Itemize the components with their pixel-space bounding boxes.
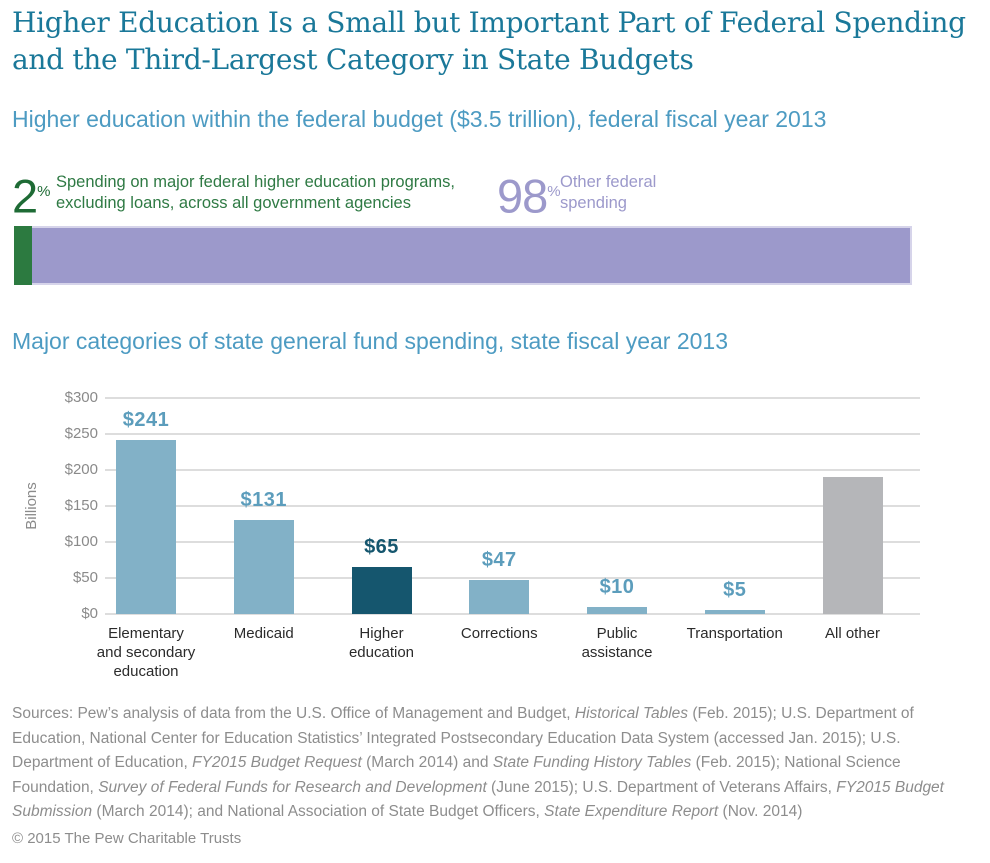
bar-elementary-and-secondary-education (116, 440, 176, 614)
gridline-100 (105, 541, 920, 543)
x-axis-label-transportation: Transportation (670, 624, 800, 643)
x-axis-label-higher-education: Higher education (317, 624, 447, 662)
x-axis-label-corrections: Corrections (434, 624, 564, 643)
purple-percent-number: 98 (497, 169, 548, 223)
x-axis-label-line: Elementary (108, 625, 184, 642)
sources-text: Sources: Pew’s analysis of data from the… (12, 702, 984, 825)
x-axis-label-public-assistance: Public assistance (552, 624, 682, 662)
gridline-50 (105, 577, 920, 579)
green-percent-sign: % (37, 183, 51, 200)
federal-chart-title: Higher education within the federal budg… (12, 106, 827, 132)
source-title-italic: Historical Tables (574, 705, 689, 722)
source-text-segment: (March 2014); and National Association o… (92, 803, 545, 820)
x-axis-label-line: and secondary (96, 644, 196, 661)
y-tick-label-50: $50 (72, 569, 98, 586)
federal-legend-green-value: 2% (12, 169, 50, 220)
bar-public-assistance (587, 606, 647, 614)
federal-legend-purple-label: Other federal spending (560, 173, 657, 212)
federal-stacked-bar (14, 226, 912, 285)
bar-value-label-transportation: $5 (723, 579, 747, 602)
bar-value-label-public-assistance: $10 (599, 575, 635, 598)
x-axis-label-elementary-and-secondary-education: Elementary and secondary education (81, 624, 211, 681)
source-title-italic: Survey of Federal Funds for Research and… (98, 778, 487, 796)
copyright-text: © 2015 The Pew Charitable Trusts (12, 830, 242, 847)
gridline-200 (105, 469, 920, 471)
y-tick-label-100: $100 (64, 533, 98, 550)
bar-corrections (469, 580, 530, 614)
x-axis-label-line: Public (596, 625, 638, 642)
bar-value-label-higher-education: $65 (364, 536, 399, 559)
source-text-segment: Sources: Pew’s analysis of data from the… (12, 705, 575, 722)
source-title-italic: State Expenditure Report (544, 803, 719, 820)
bar-value-label-elementary-and-secondary-education: $241 (122, 409, 170, 432)
x-axis-label-line: Medicaid (233, 625, 294, 642)
page-title-line-1: Higher Education Is a Small but Importan… (12, 6, 966, 39)
state-spending-bar-chart: Billions $0 $50 $100 $150 $200 $250 $300 $241 El… (0, 389, 990, 690)
y-tick-label-0: $0 (81, 605, 98, 622)
bar-value-label-corrections: $47 (481, 549, 517, 572)
gridline-150 (105, 505, 920, 507)
x-axis-label-line: Corrections (460, 625, 538, 642)
federal-legend-green-label: Spending on major federal higher educati… (56, 173, 455, 212)
gridline-0 (105, 613, 920, 615)
y-tick-label-150: $150 (64, 497, 98, 514)
green-percent-number: 2 (12, 169, 38, 223)
source-title-italic: FY2015 Budget Submission (12, 778, 944, 821)
source-text-segment: (Feb. 2015); National Science Foundation… (12, 754, 901, 796)
source-text-segment: (Feb. 2015); U.S. Department of Educatio… (12, 705, 914, 771)
gridline-250 (105, 433, 920, 435)
source-text-segment: (March 2014) and (361, 754, 493, 771)
bar-all-other (822, 477, 883, 614)
federal-legend-purple-value: 98% (497, 169, 561, 220)
source-title-italic: FY2015 Budget Request (192, 754, 362, 771)
page-title-line-2: and the Third-Largest Category in State … (12, 43, 694, 76)
y-tick-label-200: $200 (64, 461, 98, 478)
bar-higher-education (351, 567, 412, 614)
state-chart-title: Major categories of state general fund s… (12, 328, 728, 354)
x-axis-label-line: education (113, 663, 179, 680)
bar-medicaid (233, 519, 294, 614)
bar-transportation (704, 610, 765, 614)
federal-bar-green-segment (14, 226, 32, 285)
y-tick-label-250: $250 (64, 425, 98, 442)
x-axis-label-line: education (348, 644, 415, 661)
page-title: Higher Education Is a Small but Importan… (12, 4, 966, 78)
purple-percent-sign: % (547, 183, 561, 200)
source-text-segment: (June 2015); U.S. Department of Veterans… (486, 778, 837, 796)
x-axis-label-all-other: All other (788, 624, 918, 643)
x-axis-label-line: Higher (359, 625, 404, 642)
x-axis-label-line: Transportation (686, 625, 783, 642)
gridline-300 (105, 397, 920, 399)
x-axis-label-line: assistance (581, 644, 653, 661)
x-axis-label-medicaid: Medicaid (199, 624, 329, 643)
source-text-segment: (Nov. 2014) (718, 803, 803, 820)
y-tick-label-300: $300 (64, 389, 98, 406)
source-title-italic: State Funding History Tables (492, 754, 692, 771)
x-axis-label-line: All other (824, 625, 881, 642)
bar-value-label-medicaid: $131 (240, 488, 287, 511)
